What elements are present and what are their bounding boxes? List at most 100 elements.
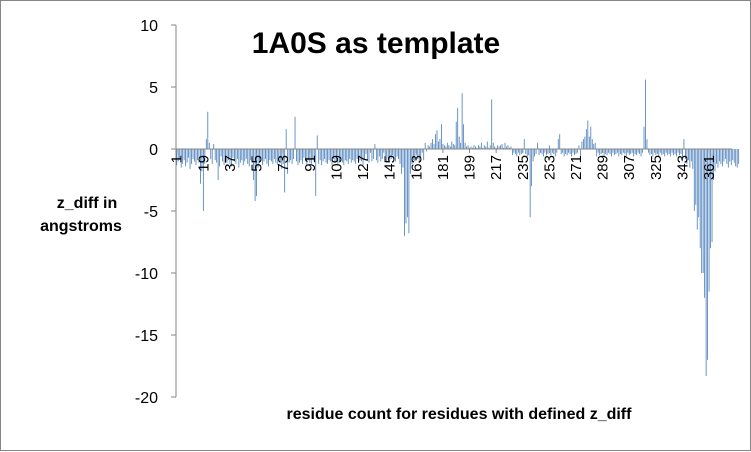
- bar: [337, 149, 339, 164]
- bar: [370, 149, 371, 153]
- bar: [714, 149, 716, 172]
- bar: [229, 149, 231, 164]
- bar: [710, 149, 711, 249]
- bar: [643, 126, 645, 149]
- bar: [442, 144, 444, 149]
- bar: [612, 149, 614, 153]
- bar: [642, 149, 643, 153]
- bar: [361, 149, 362, 162]
- bar: [707, 149, 709, 360]
- bar: [677, 149, 679, 153]
- bar: [679, 149, 680, 156]
- bar: [236, 149, 238, 159]
- bar: [446, 142, 448, 149]
- bar: [368, 149, 370, 163]
- x-tick-label: 127: [355, 155, 372, 180]
- bar: [605, 149, 606, 154]
- bar: [343, 149, 345, 166]
- bar: [307, 149, 309, 161]
- x-tick-label: 163: [408, 155, 425, 180]
- bar: [272, 149, 274, 164]
- bar: [334, 149, 336, 163]
- bar: [210, 149, 212, 159]
- bar: [713, 149, 714, 180]
- bar: [557, 139, 559, 149]
- bar: [405, 149, 407, 224]
- bar: [695, 149, 697, 205]
- bar: [448, 145, 450, 149]
- bar: [270, 149, 272, 162]
- bar: [427, 145, 429, 149]
- bar: [619, 149, 621, 154]
- bar: [371, 149, 373, 162]
- bar: [318, 149, 320, 164]
- bar: [407, 149, 408, 218]
- bar: [588, 136, 590, 149]
- bar: [194, 149, 195, 162]
- bar: [687, 149, 689, 161]
- bar: [222, 149, 223, 162]
- bar: [584, 136, 586, 149]
- y-tick-label: -20: [135, 390, 158, 407]
- bar: [736, 149, 738, 168]
- bar: [411, 149, 413, 164]
- bar: [398, 149, 399, 159]
- bar: [449, 146, 451, 149]
- bar: [723, 149, 725, 162]
- bar: [543, 149, 544, 157]
- bar: [242, 149, 244, 166]
- bar: [507, 145, 509, 149]
- bar: [624, 149, 626, 154]
- x-tick-label: 19: [195, 155, 212, 172]
- bar: [285, 129, 287, 149]
- bar: [615, 149, 617, 154]
- bar: [355, 149, 357, 164]
- bar: [235, 149, 237, 164]
- bar: [401, 149, 402, 174]
- bar: [395, 149, 396, 162]
- bar: [606, 149, 608, 156]
- bar: [282, 149, 284, 164]
- bar: [699, 149, 701, 249]
- bar: [414, 149, 416, 162]
- bar: [738, 149, 740, 164]
- bar: [245, 149, 247, 159]
- bar: [223, 149, 225, 166]
- bar: [219, 149, 221, 167]
- bar: [562, 149, 564, 153]
- bar: [634, 149, 636, 154]
- bar: [563, 149, 565, 157]
- x-tick-label: 271: [568, 155, 585, 180]
- bar: [191, 149, 192, 164]
- bar: [378, 149, 380, 157]
- y-tick-label: 10: [140, 18, 158, 35]
- bar: [396, 149, 398, 157]
- bar: [523, 139, 525, 149]
- y-axis-label-line-2: angstroms: [40, 218, 122, 235]
- bar: [648, 149, 649, 153]
- bar: [259, 149, 260, 163]
- bar: [412, 149, 414, 161]
- bar: [560, 149, 562, 154]
- bar: [254, 149, 256, 202]
- bar: [599, 149, 601, 156]
- bar: [597, 149, 599, 153]
- bar: [735, 149, 737, 167]
- bar: [582, 139, 584, 149]
- bar: [420, 149, 422, 157]
- bar: [284, 149, 286, 193]
- bar: [381, 149, 383, 159]
- bar: [293, 149, 294, 159]
- y-tick-label: 0: [149, 142, 158, 159]
- bar: [349, 149, 351, 159]
- y-tick-label: -15: [135, 328, 158, 345]
- bar: [248, 149, 250, 167]
- bar: [547, 149, 549, 154]
- bar: [636, 149, 638, 156]
- bar: [297, 149, 299, 166]
- y-axis-label-line-1: z_diff in: [57, 195, 117, 212]
- bar: [338, 149, 340, 162]
- bar: [506, 146, 507, 149]
- bar: [727, 149, 729, 168]
- bar: [639, 149, 640, 154]
